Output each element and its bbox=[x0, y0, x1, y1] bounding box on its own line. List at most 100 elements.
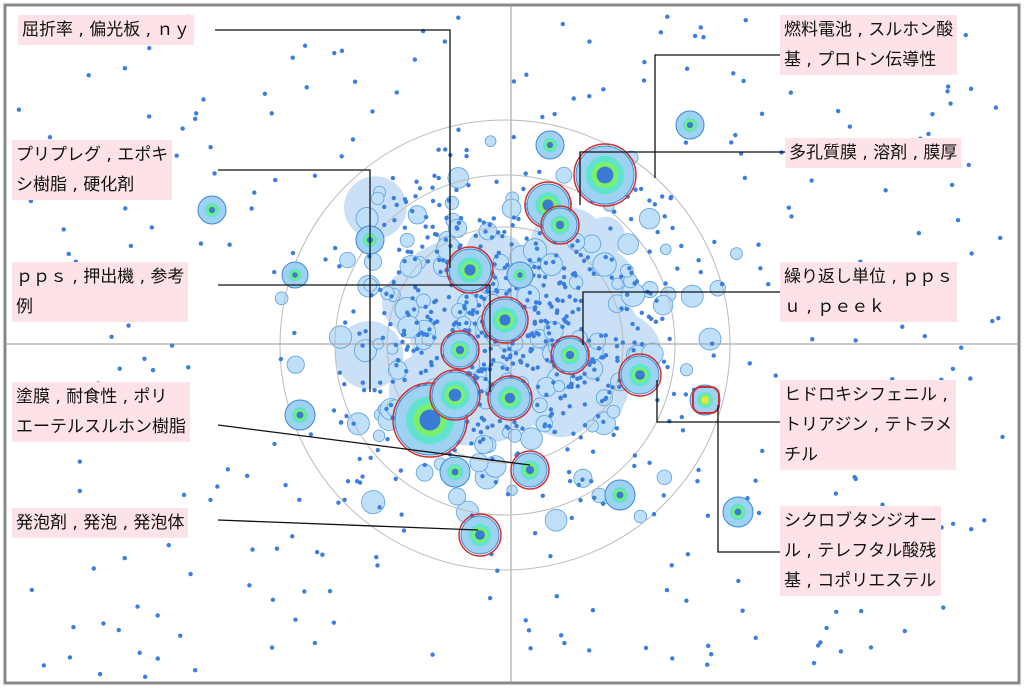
document-dot bbox=[580, 477, 585, 482]
document-dot bbox=[456, 15, 461, 20]
document-dot bbox=[475, 334, 481, 339]
ring bbox=[334, 174, 676, 516]
document-dot bbox=[945, 89, 950, 94]
document-dot bbox=[853, 338, 858, 343]
leader-line bbox=[656, 380, 780, 423]
document-dot bbox=[560, 411, 566, 416]
document-dot bbox=[416, 332, 421, 338]
document-dot bbox=[968, 376, 973, 381]
document-dot bbox=[510, 222, 515, 228]
document-dot bbox=[653, 319, 659, 324]
document-dot bbox=[337, 264, 342, 269]
document-dot bbox=[457, 310, 463, 315]
document-dot bbox=[606, 383, 611, 388]
leader-line bbox=[579, 151, 785, 205]
document-dot bbox=[466, 328, 472, 333]
document-dot bbox=[592, 367, 597, 372]
document-dot bbox=[534, 330, 540, 336]
document-dot bbox=[526, 628, 532, 633]
cluster-outline bbox=[550, 335, 590, 375]
cluster-outline bbox=[510, 450, 550, 490]
document-dot bbox=[473, 233, 478, 239]
document-dot bbox=[394, 202, 399, 208]
label-line: ル , テレフタル酸残 bbox=[784, 541, 937, 561]
document-dot bbox=[588, 479, 594, 484]
document-dot bbox=[405, 344, 411, 349]
document-dot bbox=[635, 326, 640, 331]
label-line: シ樹脂 , 硬化剤 bbox=[16, 175, 135, 195]
document-dot bbox=[671, 391, 677, 397]
document-dot bbox=[437, 202, 442, 208]
document-dot bbox=[838, 649, 844, 654]
document-dot bbox=[400, 339, 405, 345]
document-dot bbox=[337, 370, 343, 375]
halo bbox=[501, 198, 522, 219]
document-dot bbox=[67, 655, 73, 660]
document-dot bbox=[601, 87, 606, 92]
document-dot bbox=[632, 281, 637, 286]
document-dot bbox=[570, 243, 575, 248]
document-dot bbox=[456, 127, 461, 133]
leader-line bbox=[582, 291, 780, 345]
document-dot bbox=[576, 307, 581, 312]
document-dot bbox=[548, 413, 553, 418]
document-dot bbox=[467, 310, 472, 316]
document-dot bbox=[416, 288, 421, 293]
document-dot bbox=[487, 222, 492, 228]
document-dot bbox=[166, 542, 171, 548]
document-dot bbox=[638, 186, 644, 192]
document-dot bbox=[949, 182, 955, 188]
document-dot bbox=[360, 343, 365, 348]
document-dot bbox=[549, 304, 554, 309]
document-dot bbox=[423, 368, 428, 374]
document-dot bbox=[599, 398, 605, 404]
document-dot bbox=[481, 417, 487, 423]
document-dot bbox=[537, 230, 543, 236]
document-dot bbox=[331, 620, 337, 625]
halo bbox=[660, 243, 672, 256]
document-dot bbox=[502, 265, 508, 270]
document-dot bbox=[382, 310, 387, 316]
document-dot bbox=[436, 175, 441, 181]
document-dot bbox=[423, 304, 428, 309]
leader-line bbox=[218, 284, 491, 392]
document-dot bbox=[543, 339, 549, 344]
document-dot bbox=[401, 328, 407, 334]
document-dot bbox=[454, 225, 459, 230]
document-dot bbox=[558, 396, 563, 401]
document-dot bbox=[482, 348, 488, 354]
cluster-core bbox=[596, 166, 614, 184]
document-dot bbox=[380, 335, 386, 340]
halo bbox=[582, 234, 602, 254]
document-dot bbox=[615, 355, 620, 360]
halo bbox=[633, 509, 648, 524]
document-dot bbox=[670, 225, 675, 231]
document-dot bbox=[569, 381, 574, 387]
document-dot bbox=[532, 307, 537, 312]
document-dot bbox=[607, 389, 612, 395]
document-dot bbox=[611, 432, 616, 438]
document-dot bbox=[500, 354, 506, 360]
document-dot bbox=[208, 497, 213, 503]
document-dot bbox=[382, 222, 387, 228]
document-dot bbox=[252, 190, 257, 195]
document-dot bbox=[564, 314, 569, 319]
halo bbox=[361, 490, 386, 515]
document-dot bbox=[578, 497, 583, 503]
halo bbox=[447, 167, 470, 189]
document-dot bbox=[500, 234, 505, 239]
document-dot bbox=[596, 346, 602, 351]
document-dot bbox=[86, 73, 91, 78]
document-dot bbox=[464, 300, 469, 305]
document-dot bbox=[756, 510, 762, 516]
document-dot bbox=[494, 254, 499, 259]
document-dot bbox=[544, 357, 550, 363]
document-dot bbox=[192, 667, 198, 673]
document-dot bbox=[128, 243, 134, 249]
document-dot bbox=[478, 429, 484, 435]
document-dot bbox=[470, 308, 476, 313]
cluster-core bbox=[504, 392, 516, 404]
document-dot bbox=[507, 346, 512, 352]
document-dot bbox=[590, 608, 596, 613]
document-dot bbox=[950, 521, 956, 527]
